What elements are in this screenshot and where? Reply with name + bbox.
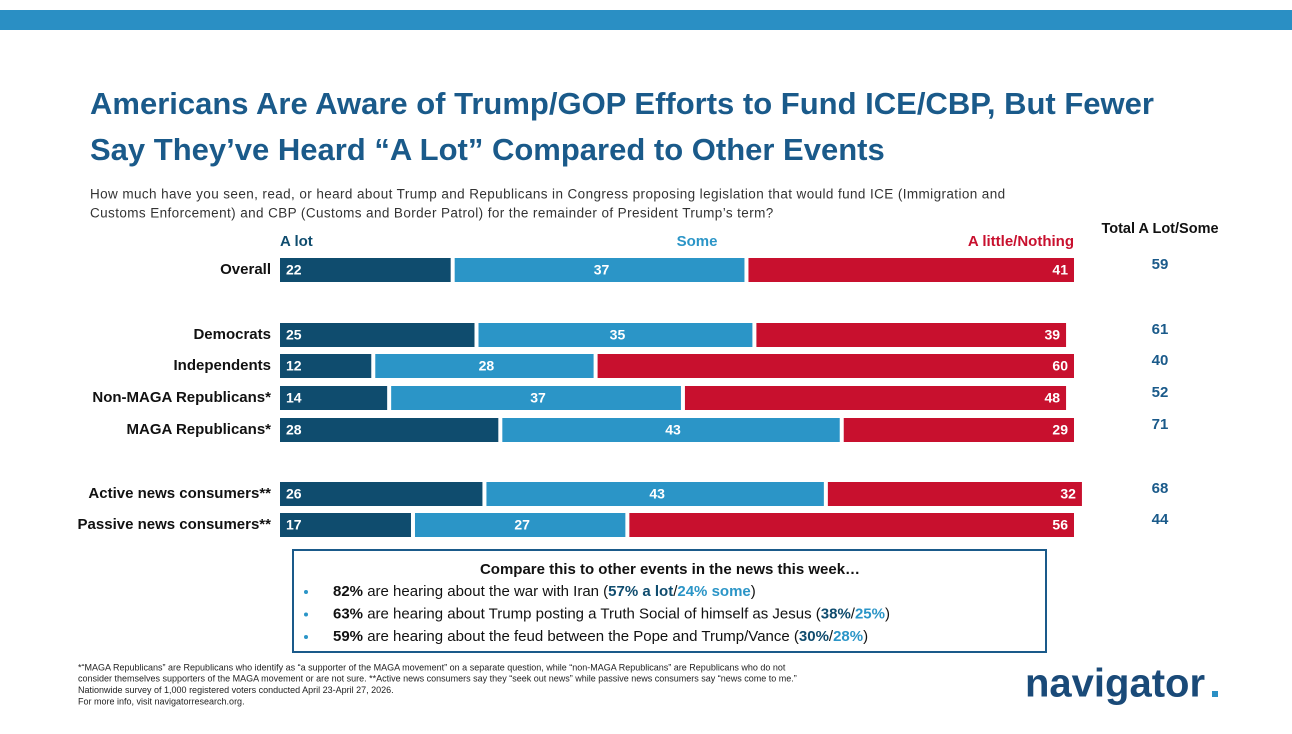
- data-label: 56: [1052, 517, 1068, 533]
- callout-segment: /: [851, 605, 856, 622]
- totals-header: Total A Lot/Some: [1101, 221, 1218, 237]
- data-label: 35: [610, 327, 626, 343]
- data-label: 29: [1052, 422, 1068, 438]
- total-value: 44: [1152, 511, 1169, 528]
- data-label: 17: [286, 517, 302, 533]
- bar-segment: [827, 482, 1082, 506]
- category-label: MAGA Republicans*: [127, 421, 272, 438]
- data-label: 22: [286, 262, 302, 278]
- logo: navigator: [1025, 662, 1205, 706]
- callout-segment: are hearing about the feud between the P…: [363, 628, 799, 645]
- callout-box: [292, 549, 1047, 653]
- top-band: [0, 10, 1292, 30]
- category-label: Democrats: [193, 326, 271, 343]
- category-label: Non-MAGA Republicans*: [92, 389, 271, 406]
- category-label: Overall: [220, 261, 271, 278]
- data-label: 48: [1044, 390, 1060, 406]
- subtitle: Customs Enforcement) and CBP (Customs an…: [90, 206, 774, 221]
- callout-segment: ): [863, 628, 868, 645]
- bar-segment: [629, 513, 1074, 537]
- footnote: For more info, visit navigatorresearch.o…: [78, 696, 245, 706]
- category-label: Independents: [173, 357, 271, 374]
- legend-label: A lot: [280, 233, 313, 250]
- total-value: 61: [1152, 321, 1169, 338]
- callout-segment: /: [673, 583, 678, 600]
- data-label: 39: [1044, 327, 1060, 343]
- total-value: 71: [1152, 416, 1169, 433]
- bar-segment: [280, 323, 475, 347]
- data-label: 60: [1052, 358, 1068, 374]
- data-label: 26: [286, 486, 302, 502]
- total-value: 40: [1152, 352, 1169, 369]
- callout-segment: ): [751, 583, 756, 600]
- legend-label: Some: [677, 233, 718, 250]
- callout-segment: ): [885, 605, 890, 622]
- bar-segment: [280, 482, 483, 506]
- subtitle: How much have you seen, read, or heard a…: [90, 187, 1006, 202]
- bar-segment: [486, 482, 824, 506]
- callout-segment: are hearing about Trump posting a Truth …: [363, 605, 821, 622]
- bar-segment: [597, 354, 1074, 378]
- callout-item: 59% are hearing about the feud between t…: [333, 628, 868, 645]
- data-label: 37: [530, 390, 546, 406]
- callout-segment: 82%: [333, 583, 363, 600]
- callout-segment: 25%: [855, 605, 885, 622]
- bar-segment: [843, 418, 1074, 442]
- callout-segment: 30%: [799, 628, 829, 645]
- callout-segment: 28%: [833, 628, 863, 645]
- footnote: consider themselves supporters of the MA…: [78, 674, 797, 684]
- data-label: 25: [286, 327, 302, 343]
- logo-dot: [1212, 691, 1218, 697]
- callout-segment: /: [829, 628, 834, 645]
- chart-title: Say They’ve Heard “A Lot” Compared to Ot…: [90, 132, 885, 167]
- data-label: 32: [1060, 486, 1076, 502]
- data-label: 28: [479, 358, 495, 374]
- bullet: [304, 635, 308, 639]
- callout-segment: 63%: [333, 605, 363, 622]
- bar-segment: [391, 386, 681, 410]
- callout-item: 63% are hearing about Trump posting a Tr…: [333, 605, 890, 622]
- bar-segment: [756, 323, 1067, 347]
- total-value: 68: [1152, 480, 1169, 497]
- data-label: 43: [665, 422, 681, 438]
- data-label: 28: [286, 422, 302, 438]
- bar-segment: [280, 513, 411, 537]
- callout-title: Compare this to other events in the news…: [480, 561, 860, 578]
- data-label: 12: [286, 358, 302, 374]
- bar-segment: [375, 354, 594, 378]
- bar-segment: [280, 418, 499, 442]
- callout-segment: 38%: [821, 605, 851, 622]
- chart-title: Americans Are Aware of Trump/GOP Efforts…: [90, 86, 1154, 121]
- bar-segment: [414, 513, 626, 537]
- bar-segment: [280, 258, 451, 282]
- bar-segment: [748, 258, 1074, 282]
- bar-segment: [280, 386, 388, 410]
- callout-item: 82% are hearing about the war with Iran …: [333, 583, 756, 600]
- bar-segment: [684, 386, 1067, 410]
- footnote: *“MAGA Republicans” are Republicans who …: [78, 662, 786, 672]
- total-value: 52: [1152, 384, 1169, 401]
- data-label: 37: [594, 262, 610, 278]
- category-label: Active news consumers**: [88, 485, 271, 502]
- bar-segment: [478, 323, 753, 347]
- bullet: [304, 612, 308, 617]
- bullet: [304, 590, 308, 594]
- callout-segment: are hearing about the war with Iran (: [363, 583, 608, 600]
- legend-label: A little/Nothing: [968, 233, 1074, 250]
- data-label: 27: [514, 517, 530, 533]
- data-label: 43: [649, 486, 665, 502]
- bar-segment: [454, 258, 745, 282]
- data-label: 14: [286, 390, 302, 406]
- callout-segment: 57% a lot: [608, 583, 673, 600]
- data-label: 41: [1052, 262, 1068, 278]
- callout-segment: 24% some: [677, 583, 750, 600]
- callout-segment: 59%: [333, 628, 363, 645]
- bar-segment: [280, 354, 372, 378]
- bar-segment: [502, 418, 840, 442]
- total-value: 59: [1152, 256, 1169, 273]
- category-label: Passive news consumers**: [78, 516, 272, 533]
- footnote: Nationwide survey of 1,000 registered vo…: [78, 685, 394, 695]
